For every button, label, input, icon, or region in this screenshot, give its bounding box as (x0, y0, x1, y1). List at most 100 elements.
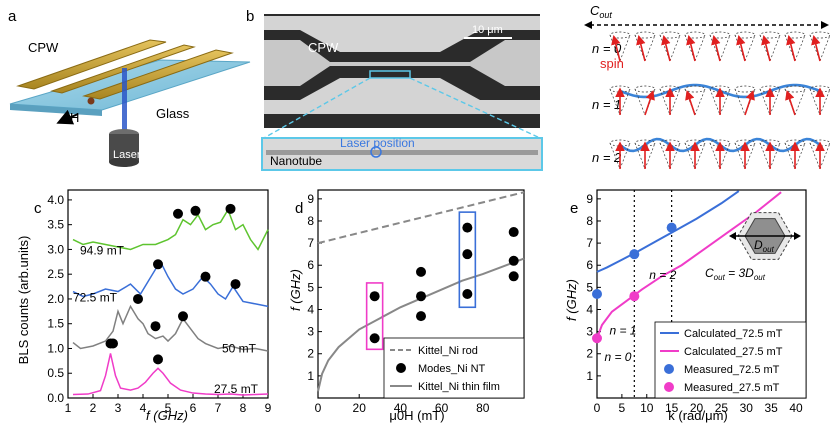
d-ytick-label: 7 (307, 236, 314, 250)
panel-e: e f (GHz) k (rad/μm) 0 5 10 15 20 25 30 35 40123… (564, 189, 807, 423)
nanotube-sample (87, 97, 95, 105)
d-xlabel: μ0H (mT) (389, 408, 444, 423)
spin-precession-orbit (784, 139, 806, 147)
spin-precession-cone (659, 88, 681, 116)
spin-precession-cone (809, 142, 830, 170)
spin-precession-orbit (759, 31, 781, 39)
d-xtick-label: 40 (394, 401, 408, 415)
spin-precession-orbit (609, 139, 631, 147)
e-inset-arrow-right (794, 232, 801, 240)
e-legend-item: Calculated_72.5 mT (684, 328, 783, 340)
e-ylabel: f (GHz) (564, 279, 579, 321)
d-ytick-label: 9 (307, 192, 314, 206)
c-xtick-label: 2 (90, 401, 97, 415)
e-legend-item: Calculated_27.5 mT (684, 346, 783, 358)
spin-precession-orbit (684, 85, 706, 93)
d-ytick-label: 3 (307, 325, 314, 339)
mode-label-1: n = 1 (592, 97, 621, 112)
c-ytick-label: 2.5 (47, 267, 64, 281)
e-annot-n0: n = 0 (604, 350, 631, 364)
spin-precession-cone (709, 34, 731, 62)
spin-precession-orbit (659, 139, 681, 147)
e-ytick-label: 2 (586, 347, 593, 361)
spin-vector (686, 35, 696, 62)
spin-precession-orbit (809, 85, 830, 93)
c-ytick-label: 0.5 (47, 366, 64, 380)
spin-precession-cone (609, 88, 631, 116)
c-series-line (72, 260, 269, 308)
spin-vector (711, 35, 721, 62)
d-xtick-label: 80 (476, 401, 490, 415)
e-calc-27-line (596, 191, 782, 339)
c-xtick-label: 6 (190, 401, 197, 415)
e-xtick-label: 35 (764, 401, 778, 415)
spin-precession-orbit (734, 31, 756, 39)
d-xtick-label: 60 (435, 401, 449, 415)
d-mode-point (416, 311, 426, 322)
e-xtick-label: 25 (715, 401, 729, 415)
e-xtick-label: 20 (690, 401, 704, 415)
cpw-label-a: CPW (28, 40, 59, 55)
laser-spot (370, 146, 382, 158)
spin-precession-cone (634, 34, 656, 62)
c-ytick-label: 3.5 (47, 218, 64, 232)
h-field-arrow (56, 109, 79, 125)
e-annot-n2: n = 2 (649, 268, 676, 282)
d-xtick-label: 0 (315, 401, 322, 415)
mode-label-2: n = 2 (592, 150, 622, 165)
c-out-head-right (821, 21, 829, 29)
d-legend-modes-swatch (396, 363, 406, 373)
d-legend-modes: Modes_Ni NT (418, 363, 486, 375)
e-ytick-label: 5 (586, 280, 593, 294)
spin-precession-cone (759, 142, 781, 170)
spin-precession-cone (709, 88, 731, 116)
nanotube-image (266, 150, 538, 155)
e-meas-72-point (666, 222, 677, 233)
c-peak-marker (133, 293, 143, 304)
c-peak-marker (173, 208, 183, 219)
c-peak-marker (200, 271, 211, 282)
zoom-line-left (263, 77, 371, 139)
spin-precession-orbit (809, 31, 830, 39)
e-legend-swatch (664, 364, 674, 374)
spin-vector (811, 35, 821, 62)
spin-vector (661, 35, 671, 62)
e-calc-72-line (596, 190, 740, 273)
spin-vector (761, 35, 771, 62)
e-ytick-label: 1 (586, 369, 593, 383)
e-meas-27-point (592, 333, 602, 344)
sem-signal-right (398, 40, 540, 86)
d-kittel-film-line (317, 257, 525, 392)
e-inset-d-label: Dout (754, 238, 775, 254)
c-peak-marker (150, 321, 161, 332)
spin-precession-orbit (684, 139, 706, 147)
c-series-line (72, 353, 269, 396)
c-peak-marker (225, 203, 236, 214)
c-peak-marker (230, 279, 241, 290)
c-xtick-label: 4 (140, 401, 147, 415)
spin-precession-orbit (734, 139, 756, 147)
e-legend-item: Measured_72.5 mT (684, 364, 780, 376)
e-ytick-label: 7 (586, 236, 593, 250)
c-peak-marker (153, 354, 163, 365)
spin-precession-orbit (634, 31, 656, 39)
e-meas-72-point (629, 249, 640, 260)
c-xtick-label: 8 (240, 401, 247, 415)
e-ytick-label: 3 (586, 325, 593, 339)
d-ylabel: f (GHz) (288, 269, 303, 311)
c-ytick-label: 3.0 (47, 242, 64, 256)
d-ytick-label: 6 (307, 258, 314, 272)
spin-precession-cone (759, 88, 781, 116)
e-ytick-label: 4 (586, 302, 593, 316)
e-annot-n1: n = 1 (609, 323, 636, 337)
d-mode-point (416, 266, 426, 277)
spin-precession-orbit (709, 85, 731, 93)
zoom-box (369, 70, 411, 79)
d-mode-point (416, 291, 426, 302)
spin-precession-orbit (759, 139, 781, 147)
d-mode-point (369, 291, 380, 302)
spin-vector (744, 90, 755, 116)
spin-precession-orbit (659, 85, 681, 93)
e-legend-item: Measured_27.5 mT (684, 382, 780, 394)
